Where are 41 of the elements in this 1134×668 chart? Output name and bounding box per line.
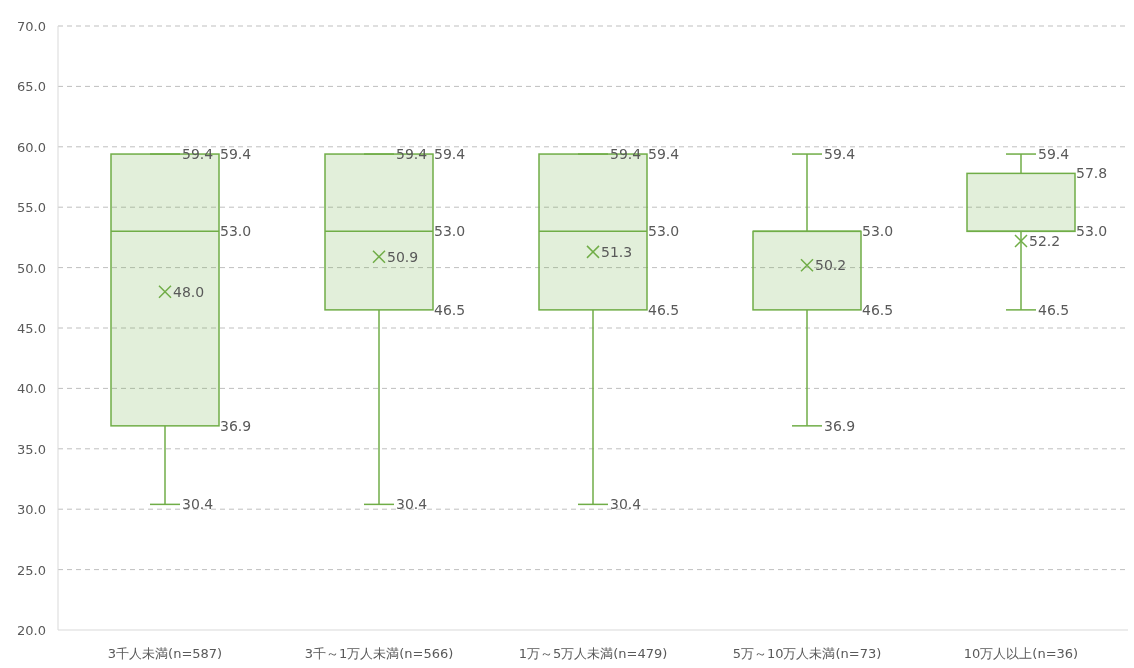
y-tick-label: 50.0: [17, 260, 46, 276]
annotation: 51.3: [601, 243, 633, 260]
x-tick-label: 3千人未満(n=587): [107, 646, 223, 661]
y-tick-label: 60.0: [17, 139, 46, 155]
annotation: 46.5: [862, 301, 894, 318]
annotation: 52.2: [1029, 233, 1061, 249]
x-tick-label: 10万人以上(n=36): [963, 646, 1079, 661]
y-tick-label: 25.0: [17, 562, 46, 578]
annotation: 46.5: [434, 301, 466, 318]
y-tick-label: 40.0: [17, 381, 46, 397]
annotation: 53.0: [862, 223, 894, 240]
y-tick-label: 70.0: [17, 19, 46, 34]
y-tick-label: 30.0: [17, 502, 46, 518]
annotation: 50.9: [387, 248, 419, 265]
annotation: 53.0: [220, 223, 252, 240]
y-tick-label: 20.0: [17, 623, 46, 638]
annotation: 53.0: [1076, 223, 1108, 240]
y-tick-label: 55.0: [17, 200, 46, 216]
annotation: 50.2: [815, 257, 847, 274]
annotation: 53.0: [648, 223, 680, 240]
annotation: 36.9: [220, 417, 252, 434]
annotation: 57.8: [1076, 165, 1108, 182]
annotation: 59.4: [220, 146, 252, 163]
annotation: 30.4: [396, 496, 428, 513]
x-tick-label: 1万～5万人未満(n=479): [518, 646, 668, 661]
annotation: 30.4: [182, 496, 214, 513]
y-tick-label: 35.0: [17, 441, 46, 457]
annotation: 48.0: [173, 283, 205, 300]
annotation: 36.9: [824, 417, 856, 434]
annotation: 46.5: [648, 301, 680, 318]
annotation: 30.4: [610, 496, 642, 513]
y-tick-label: 45.0: [17, 321, 46, 336]
annotation: 59.4: [1038, 146, 1070, 163]
annotation: 59.4: [648, 146, 680, 163]
y-tick-label: 65.0: [17, 79, 46, 95]
annotation: 59.4: [824, 146, 856, 163]
annotation: 46.5: [1038, 301, 1070, 318]
x-tick-label: 3千～1万人未満(n=566): [304, 646, 454, 661]
annotation: 53.0: [434, 223, 466, 240]
annotation: 59.4: [434, 146, 466, 163]
x-tick-label: 5万～10万人未満(n=73): [732, 646, 882, 661]
